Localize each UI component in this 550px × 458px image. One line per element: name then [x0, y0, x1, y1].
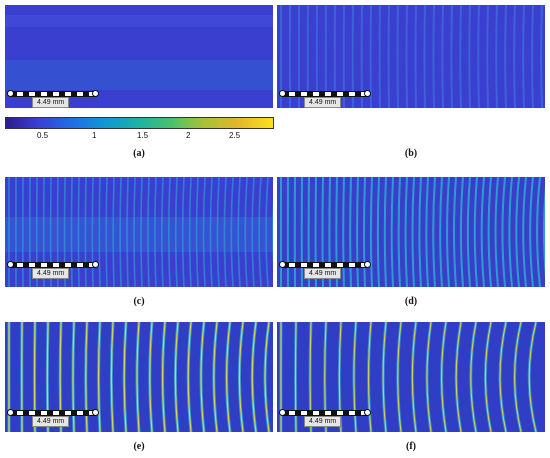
- scale-label-d: 4.49 mm: [304, 268, 342, 279]
- colorbar-tick: 2.5: [229, 131, 241, 140]
- caption-e: (e): [133, 441, 145, 452]
- panel-a-image: [5, 5, 273, 108]
- scale-label-e: 4.49 mm: [32, 416, 70, 427]
- caption-f: (f): [406, 441, 416, 452]
- colorbar-tick: 1: [92, 131, 97, 140]
- colorbar: [5, 117, 274, 129]
- caption-b: (b): [404, 148, 418, 159]
- caption-d: (d): [404, 296, 418, 307]
- caption-c: (c): [133, 296, 145, 307]
- panel-c-image: [5, 177, 273, 287]
- scale-label-b: 4.49 mm: [304, 97, 342, 108]
- caption-a: (a): [133, 148, 145, 159]
- panel-b-image: [277, 5, 545, 108]
- panel-d-image: [277, 177, 545, 287]
- colorbar-tick: 2: [186, 131, 191, 140]
- scale-label-c: 4.49 mm: [32, 268, 70, 279]
- scale-label-f: 4.49 mm: [304, 416, 342, 427]
- colorbar-tick: 1.5: [137, 131, 149, 140]
- scale-label-a: 4.49 mm: [32, 97, 70, 108]
- colorbar-tick: 0.5: [37, 131, 49, 140]
